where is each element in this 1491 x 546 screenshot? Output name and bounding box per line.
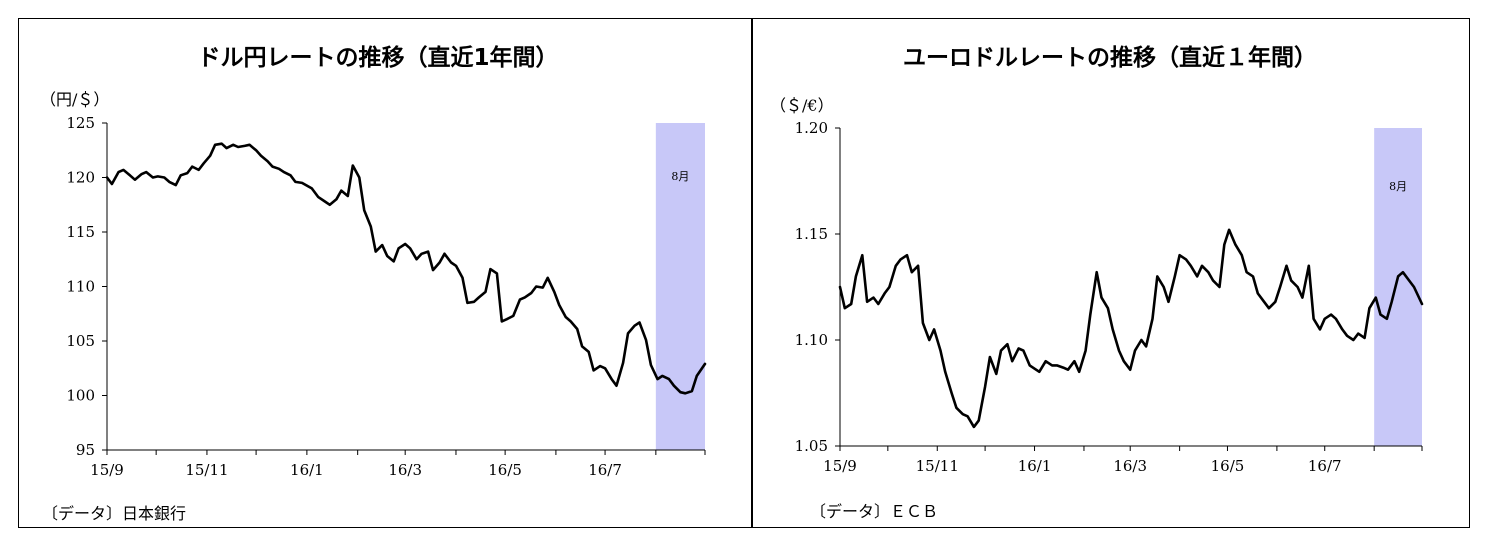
- eur-usd-y-tick-label: 1.20: [795, 119, 828, 137]
- eur-usd-source-note: 〔データ〕ＥＣＢ: [810, 502, 939, 521]
- usd-jpy-rate-line: [105, 142, 707, 395]
- usd-jpy-unit-label: （円/＄）: [40, 90, 110, 109]
- eur-usd-y-tick-label: 1.05: [795, 437, 828, 455]
- usd-jpy-x-tick-label: 16/5: [488, 461, 522, 479]
- usd-jpy-y-tick-label: 125: [66, 114, 95, 132]
- eur-usd-x-tick-label: 15/9: [823, 457, 857, 475]
- eur-usd-x-tick-label: 16/5: [1211, 457, 1245, 475]
- usd-jpy-august-highlight-band: [655, 123, 705, 450]
- usd-jpy-y-tick-label: 100: [66, 387, 95, 405]
- usd-jpy-x-tick-label: 15/11: [185, 461, 228, 479]
- usd-jpy-x-tick-label: 16/1: [290, 461, 324, 479]
- eur-usd-y-tick-label: 1.15: [795, 225, 828, 243]
- eur-usd-x-tick-label: 16/7: [1308, 457, 1342, 475]
- eur-usd-august-label: 8月: [1389, 180, 1407, 193]
- usd-jpy-y-tick-label: 120: [66, 169, 95, 187]
- eur-usd-x-tick-label: 16/3: [1113, 457, 1147, 475]
- eur-usd-y-tick-label: 1.10: [795, 331, 828, 349]
- panel-divider: [751, 18, 753, 528]
- usd-jpy-x-tick-label: 15/9: [90, 461, 124, 479]
- usd-jpy-x-tick-label: 16/7: [588, 461, 622, 479]
- eur-usd-x-tick-label: 15/11: [916, 457, 959, 475]
- usd-jpy-y-tick-label: 110: [66, 278, 95, 296]
- usd-jpy-source-note: 〔データ〕日本銀行: [42, 504, 187, 523]
- eur-usd-x-tick-label: 16/1: [1018, 457, 1052, 475]
- usd-jpy-chart-title: ドル円レートの推移（直近1年間）: [197, 45, 559, 71]
- usd-jpy-y-tick-label: 95: [76, 441, 95, 459]
- usd-jpy-x-tick-label: 16/3: [388, 461, 422, 479]
- eur-usd-rate-line: [838, 228, 1424, 429]
- usd-jpy-y-tick-label: 105: [66, 332, 95, 350]
- eur-usd-chart-title: ユーロドルレートの推移（直近１年間）: [903, 45, 1317, 71]
- usd-jpy-y-tick-label: 115: [66, 223, 95, 241]
- usd-jpy-august-label: 8月: [671, 170, 689, 183]
- eur-usd-unit-label: （＄/€）: [770, 96, 834, 115]
- chart-frame: [18, 18, 1470, 528]
